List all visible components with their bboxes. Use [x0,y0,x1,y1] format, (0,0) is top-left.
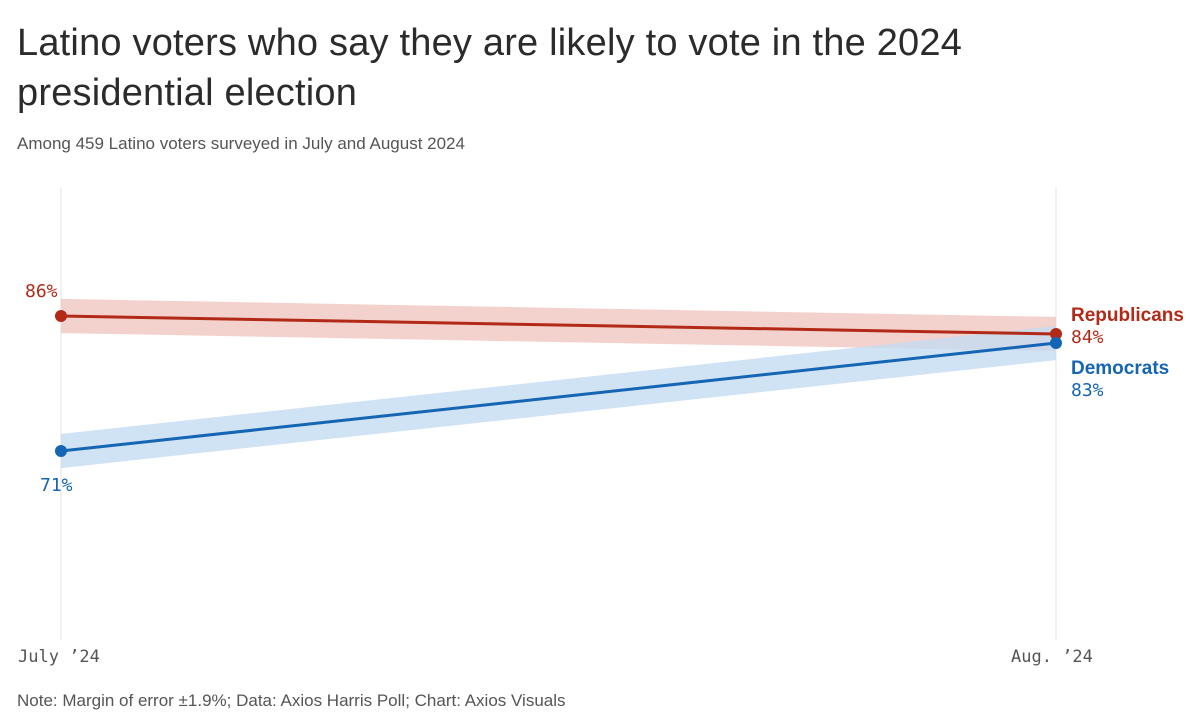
chart-subtitle: Among 459 Latino voters surveyed in July… [17,134,465,153]
republicans-label-july: 86% [25,281,58,302]
democrats-point-aug [1050,337,1062,349]
democrats-line [60,341,1057,453]
x-tick-july: July ’24 [18,647,100,667]
chart-note: Note: Margin of error ±1.9%; Data: Axios… [17,691,566,710]
republicans-line [60,314,1057,336]
democrats-series-name: Democrats [1071,358,1169,379]
republicans-label-aug: 84% [1071,327,1104,348]
republicans-point-july [55,310,67,322]
x-tick-aug: Aug. ’24 [1011,647,1093,667]
chart-title: Latino voters who say they are likely to… [17,22,963,114]
democrats-label-aug: 83% [1071,380,1104,401]
republicans-series-name: Republicans [1071,305,1184,326]
republicans-point-aug [1050,328,1062,340]
democrats-label-july: 71% [40,475,73,496]
democrats-point-july [55,445,67,457]
